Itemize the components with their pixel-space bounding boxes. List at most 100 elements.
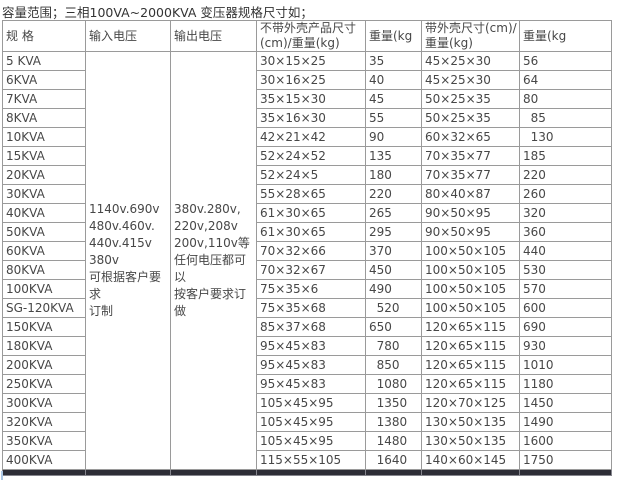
spec-cell: 60KVA [2,241,86,261]
dark-divider-cell [421,469,520,476]
size-with-shell-cell: 120×70×125 [421,393,520,413]
size-no-shell-cell: 115×55×105 [256,450,366,470]
spec-cell: 320KVA [2,412,86,432]
table-row: 180KVA 95×45×83 780 120×65×115 930 [2,336,612,356]
size-with-shell-cell: 130×50×135 [421,431,520,451]
table-row: 350KVA 105×45×95 1480 130×50×135 1600 [2,431,612,451]
weight-with-shell-cell: 530 [519,260,612,280]
spec-cell: 15KVA [2,146,86,166]
transformer-spec-table: 规 格 输入电压 输出电压 不带外壳产品尺寸 (cm)/重量(kg) 重量(kg… [2,20,612,476]
size-with-shell-cell: 120×65×115 [421,355,520,375]
weight-with-shell-cell: 80 [519,89,612,109]
size-no-shell-cell: 61×30×65 [256,203,366,223]
spec-cell: 30KVA [2,184,86,204]
weight-no-shell-cell: 780 [365,336,422,356]
weight-no-shell-cell: 265 [365,203,422,223]
header-weight-no-shell: 重量(kg [365,20,422,52]
size-no-shell-cell: 95×45×83 [256,355,366,375]
table-row: 5 KVA 1140v.690v 480v.460v. 440v.415v 380… [2,51,612,470]
header-size-no-shell: 不带外壳产品尺寸 (cm)/重量(kg) [256,20,366,52]
size-no-shell-cell: 55×28×65 [256,184,366,204]
weight-no-shell-cell: 370 [365,241,422,261]
weight-no-shell-cell: 40 [365,70,422,90]
size-no-shell-cell: 95×45×83 [256,374,366,394]
weight-no-shell-cell: 520 [365,298,422,318]
spec-cell: 100KVA [2,279,86,299]
size-with-shell-cell: 100×50×105 [421,260,520,280]
spec-cell: 20KVA [2,165,86,185]
weight-with-shell-cell: 260 [519,184,612,204]
spec-cell: 10KVA [2,127,86,147]
weight-with-shell-cell: 1010 [519,355,612,375]
weight-with-shell-cell: 1180 [519,374,612,394]
weight-with-shell-cell: 690 [519,317,612,337]
table-row: 8KVA 35×16×30 55 50×25×35 85 [2,108,612,128]
size-no-shell-cell: 30×15×25 [256,51,366,71]
table-row: 15KVA 52×24×52 135 70×35×77 185 [2,146,612,166]
header-output-voltage: 输出电压 [170,20,257,52]
spec-cell: 5 KVA [2,51,86,71]
spec-cell: 50KVA [2,222,86,242]
table-row: 250KVA 95×45×83 1080 120×65×115 1180 [2,374,612,394]
size-no-shell-cell: 70×32×66 [256,241,366,261]
table-row: 10KVA 42×21×42 90 60×32×65 130 [2,127,612,147]
size-no-shell-cell: 95×45×83 [256,336,366,356]
weight-no-shell-cell: 220 [365,184,422,204]
size-with-shell-cell: 100×50×105 [421,241,520,261]
spec-cell: 40KVA [2,203,86,223]
size-no-shell-cell: 30×16×25 [256,70,366,90]
size-with-shell-cell: 50×25×35 [421,89,520,109]
page-edge-sliver [1,471,3,480]
header-weight-with-shell: 重量(kg [519,20,612,52]
size-no-shell-cell: 105×45×95 [256,431,366,451]
size-no-shell-cell: 35×16×30 [256,108,366,128]
dark-divider-cell [85,469,171,476]
size-with-shell-cell: 100×50×105 [421,298,520,318]
page-title: 容量范围；三相100VA~2000KVA 变压器规格尺寸如； [2,5,313,20]
size-no-shell-cell: 70×32×67 [256,260,366,280]
size-with-shell-cell: 50×25×35 [421,108,520,128]
weight-with-shell-cell: 600 [519,298,612,318]
weight-with-shell-cell: 570 [519,279,612,299]
spec-cell: SG-120KVA [2,298,86,318]
weight-with-shell-cell: 320 [519,203,612,223]
spec-cell: 300KVA [2,393,86,413]
weight-with-shell-cell: 440 [519,241,612,261]
weight-with-shell-cell: 220 [519,165,612,185]
weight-with-shell-cell: 1490 [519,412,612,432]
weight-no-shell-cell: 90 [365,127,422,147]
spec-cell: 250KVA [2,374,86,394]
size-with-shell-cell: 80×40×87 [421,184,520,204]
size-with-shell-cell: 90×50×95 [421,203,520,223]
dark-divider-cell [2,469,86,476]
dark-divider-cell [365,469,422,476]
size-with-shell-cell: 45×25×30 [421,51,520,71]
size-no-shell-cell: 75×35×68 [256,298,366,318]
header-input-voltage: 输入电压 [85,20,171,52]
dark-divider-row [2,469,612,476]
size-with-shell-cell: 100×50×105 [421,279,520,299]
weight-no-shell-cell: 650 [365,317,422,337]
size-with-shell-cell: 70×35×77 [421,165,520,185]
table-row: 80KVA 70×32×67 450 100×50×105 530 [2,260,612,280]
table-row: 6KVA 30×16×25 40 45×25×30 64 [2,70,612,90]
weight-no-shell-cell: 1380 [365,412,422,432]
spec-cell: 350KVA [2,431,86,451]
table-row: 40KVA 61×30×65 265 90×50×95 320 [2,203,612,223]
weight-no-shell-cell: 850 [365,355,422,375]
size-with-shell-cell: 140×60×145 [421,450,520,470]
size-no-shell-cell: 75×35×6 [256,279,366,299]
weight-no-shell-cell: 1350 [365,393,422,413]
size-no-shell-cell: 52×24×5 [256,165,366,185]
spec-cell: 6KVA [2,70,86,90]
weight-no-shell-cell: 295 [365,222,422,242]
size-with-shell-cell: 120×65×115 [421,374,520,394]
dark-divider-cell [170,469,257,476]
table-row: 60KVA 70×32×66 370 100×50×105 440 [2,241,612,261]
table-row: 320KVA 105×45×95 1380 130×50×135 1490 [2,412,612,432]
size-no-shell-cell: 52×24×52 [256,146,366,166]
size-no-shell-cell: 85×37×68 [256,317,366,337]
size-with-shell-cell: 90×50×95 [421,222,520,242]
weight-with-shell-cell: 930 [519,336,612,356]
weight-no-shell-cell: 55 [365,108,422,128]
